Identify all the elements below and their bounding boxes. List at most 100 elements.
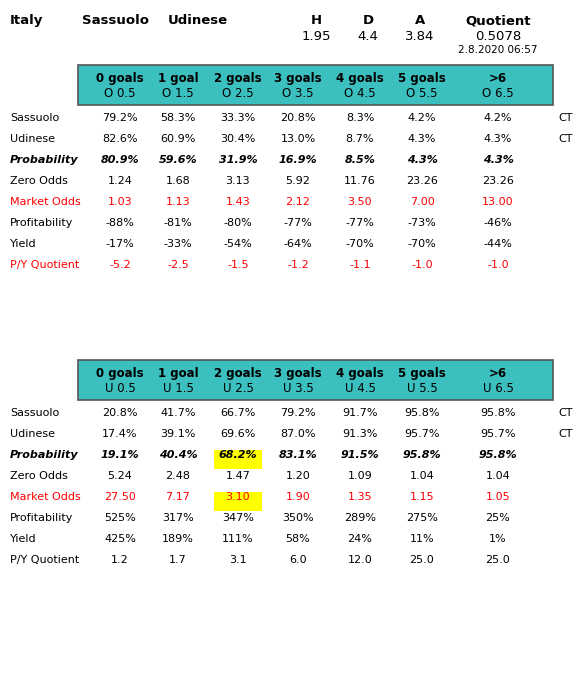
Text: 1.47: 1.47	[226, 471, 251, 481]
Text: 1.7: 1.7	[169, 555, 187, 565]
Text: 7.00: 7.00	[410, 197, 434, 207]
Text: 83.1%: 83.1%	[279, 450, 317, 460]
Text: 5.24: 5.24	[107, 471, 132, 481]
Text: O 0.5: O 0.5	[104, 87, 136, 100]
Text: 8.7%: 8.7%	[346, 134, 374, 144]
Text: 23.26: 23.26	[406, 176, 438, 186]
Text: 0 goals: 0 goals	[96, 72, 144, 85]
Text: -54%: -54%	[224, 239, 252, 249]
Text: 4.3%: 4.3%	[406, 155, 437, 165]
Text: 11%: 11%	[410, 534, 434, 544]
Text: 5 goals: 5 goals	[398, 367, 446, 380]
Text: Udinese: Udinese	[10, 429, 55, 439]
Text: 25.0: 25.0	[410, 555, 434, 565]
Text: Market Odds: Market Odds	[10, 492, 81, 502]
Text: 87.0%: 87.0%	[280, 429, 316, 439]
FancyBboxPatch shape	[214, 450, 262, 469]
Text: 1 goal: 1 goal	[157, 367, 198, 380]
Text: 13.00: 13.00	[482, 197, 514, 207]
Text: -1.0: -1.0	[487, 260, 509, 270]
Text: 95.8%: 95.8%	[403, 450, 441, 460]
Text: -1.2: -1.2	[287, 260, 309, 270]
Text: -64%: -64%	[283, 239, 312, 249]
Text: Quotient: Quotient	[465, 14, 531, 27]
Text: P/Y Quotient: P/Y Quotient	[10, 555, 79, 565]
Text: Market Odds: Market Odds	[10, 197, 81, 207]
Text: 79.2%: 79.2%	[102, 113, 138, 123]
Text: U 5.5: U 5.5	[406, 382, 437, 395]
Text: 3.50: 3.50	[347, 197, 373, 207]
Text: Profitability: Profitability	[10, 513, 73, 523]
Text: 1.15: 1.15	[410, 492, 434, 502]
Text: 8.3%: 8.3%	[346, 113, 374, 123]
Text: -1.0: -1.0	[411, 260, 433, 270]
Text: 3.1: 3.1	[229, 555, 247, 565]
Text: O 1.5: O 1.5	[162, 87, 194, 100]
FancyBboxPatch shape	[78, 360, 553, 400]
Text: 1%: 1%	[489, 534, 507, 544]
Text: 4.2%: 4.2%	[484, 113, 512, 123]
Text: -77%: -77%	[346, 218, 374, 228]
Text: 1.68: 1.68	[166, 176, 191, 186]
Text: O 6.5: O 6.5	[482, 87, 514, 100]
Text: U 1.5: U 1.5	[163, 382, 194, 395]
Text: 8.5%: 8.5%	[345, 155, 375, 165]
Text: 1.43: 1.43	[226, 197, 250, 207]
Text: 17.4%: 17.4%	[102, 429, 138, 439]
Text: Probability: Probability	[10, 450, 79, 460]
Text: 3 goals: 3 goals	[274, 72, 322, 85]
Text: -77%: -77%	[283, 218, 312, 228]
Text: Zero Odds: Zero Odds	[10, 176, 68, 186]
Text: 1.05: 1.05	[486, 492, 510, 502]
Text: U 4.5: U 4.5	[345, 382, 375, 395]
Text: 347%: 347%	[222, 513, 254, 523]
Text: 2 goals: 2 goals	[214, 72, 262, 85]
Text: U 2.5: U 2.5	[223, 382, 254, 395]
Text: 525%: 525%	[104, 513, 136, 523]
Text: 91.7%: 91.7%	[342, 408, 378, 418]
Text: -44%: -44%	[483, 239, 512, 249]
Text: 425%: 425%	[104, 534, 136, 544]
Text: 68.2%: 68.2%	[219, 450, 257, 460]
Text: 13.0%: 13.0%	[280, 134, 315, 144]
Text: 16.9%: 16.9%	[279, 155, 317, 165]
Text: 82.6%: 82.6%	[102, 134, 138, 144]
Text: 25.0: 25.0	[486, 555, 510, 565]
Text: CT: CT	[558, 408, 573, 418]
Text: 3.84: 3.84	[405, 30, 435, 43]
Text: 31.9%: 31.9%	[219, 155, 257, 165]
Text: 20.8%: 20.8%	[280, 113, 316, 123]
Text: 95.7%: 95.7%	[480, 429, 516, 439]
Text: 39.1%: 39.1%	[160, 429, 196, 439]
Text: 317%: 317%	[162, 513, 194, 523]
Text: 4.3%: 4.3%	[484, 134, 512, 144]
Text: 289%: 289%	[344, 513, 376, 523]
Text: 189%: 189%	[162, 534, 194, 544]
Text: 1.13: 1.13	[166, 197, 190, 207]
Text: 41.7%: 41.7%	[160, 408, 196, 418]
Text: 33.3%: 33.3%	[220, 113, 255, 123]
Text: 95.8%: 95.8%	[404, 408, 440, 418]
Text: 59.6%: 59.6%	[159, 155, 197, 165]
Text: U 6.5: U 6.5	[483, 382, 514, 395]
Text: 11.76: 11.76	[344, 176, 376, 186]
Text: D: D	[363, 14, 374, 27]
Text: 95.8%: 95.8%	[480, 408, 516, 418]
Text: 66.7%: 66.7%	[220, 408, 256, 418]
Text: 2.8.2020 06:57: 2.8.2020 06:57	[458, 45, 538, 55]
Text: 350%: 350%	[282, 513, 314, 523]
Text: Sassuolo: Sassuolo	[10, 113, 59, 123]
Text: U 0.5: U 0.5	[104, 382, 135, 395]
Text: 60.9%: 60.9%	[160, 134, 196, 144]
Text: 1.04: 1.04	[486, 471, 510, 481]
Text: Yield: Yield	[10, 534, 37, 544]
Text: -1.1: -1.1	[349, 260, 371, 270]
Text: 1.35: 1.35	[347, 492, 373, 502]
Text: 1.20: 1.20	[286, 471, 310, 481]
Text: 5.92: 5.92	[286, 176, 310, 186]
Text: 111%: 111%	[222, 534, 254, 544]
Text: O 4.5: O 4.5	[344, 87, 376, 100]
Text: -2.5: -2.5	[167, 260, 189, 270]
Text: 79.2%: 79.2%	[280, 408, 316, 418]
Text: O 3.5: O 3.5	[282, 87, 314, 100]
